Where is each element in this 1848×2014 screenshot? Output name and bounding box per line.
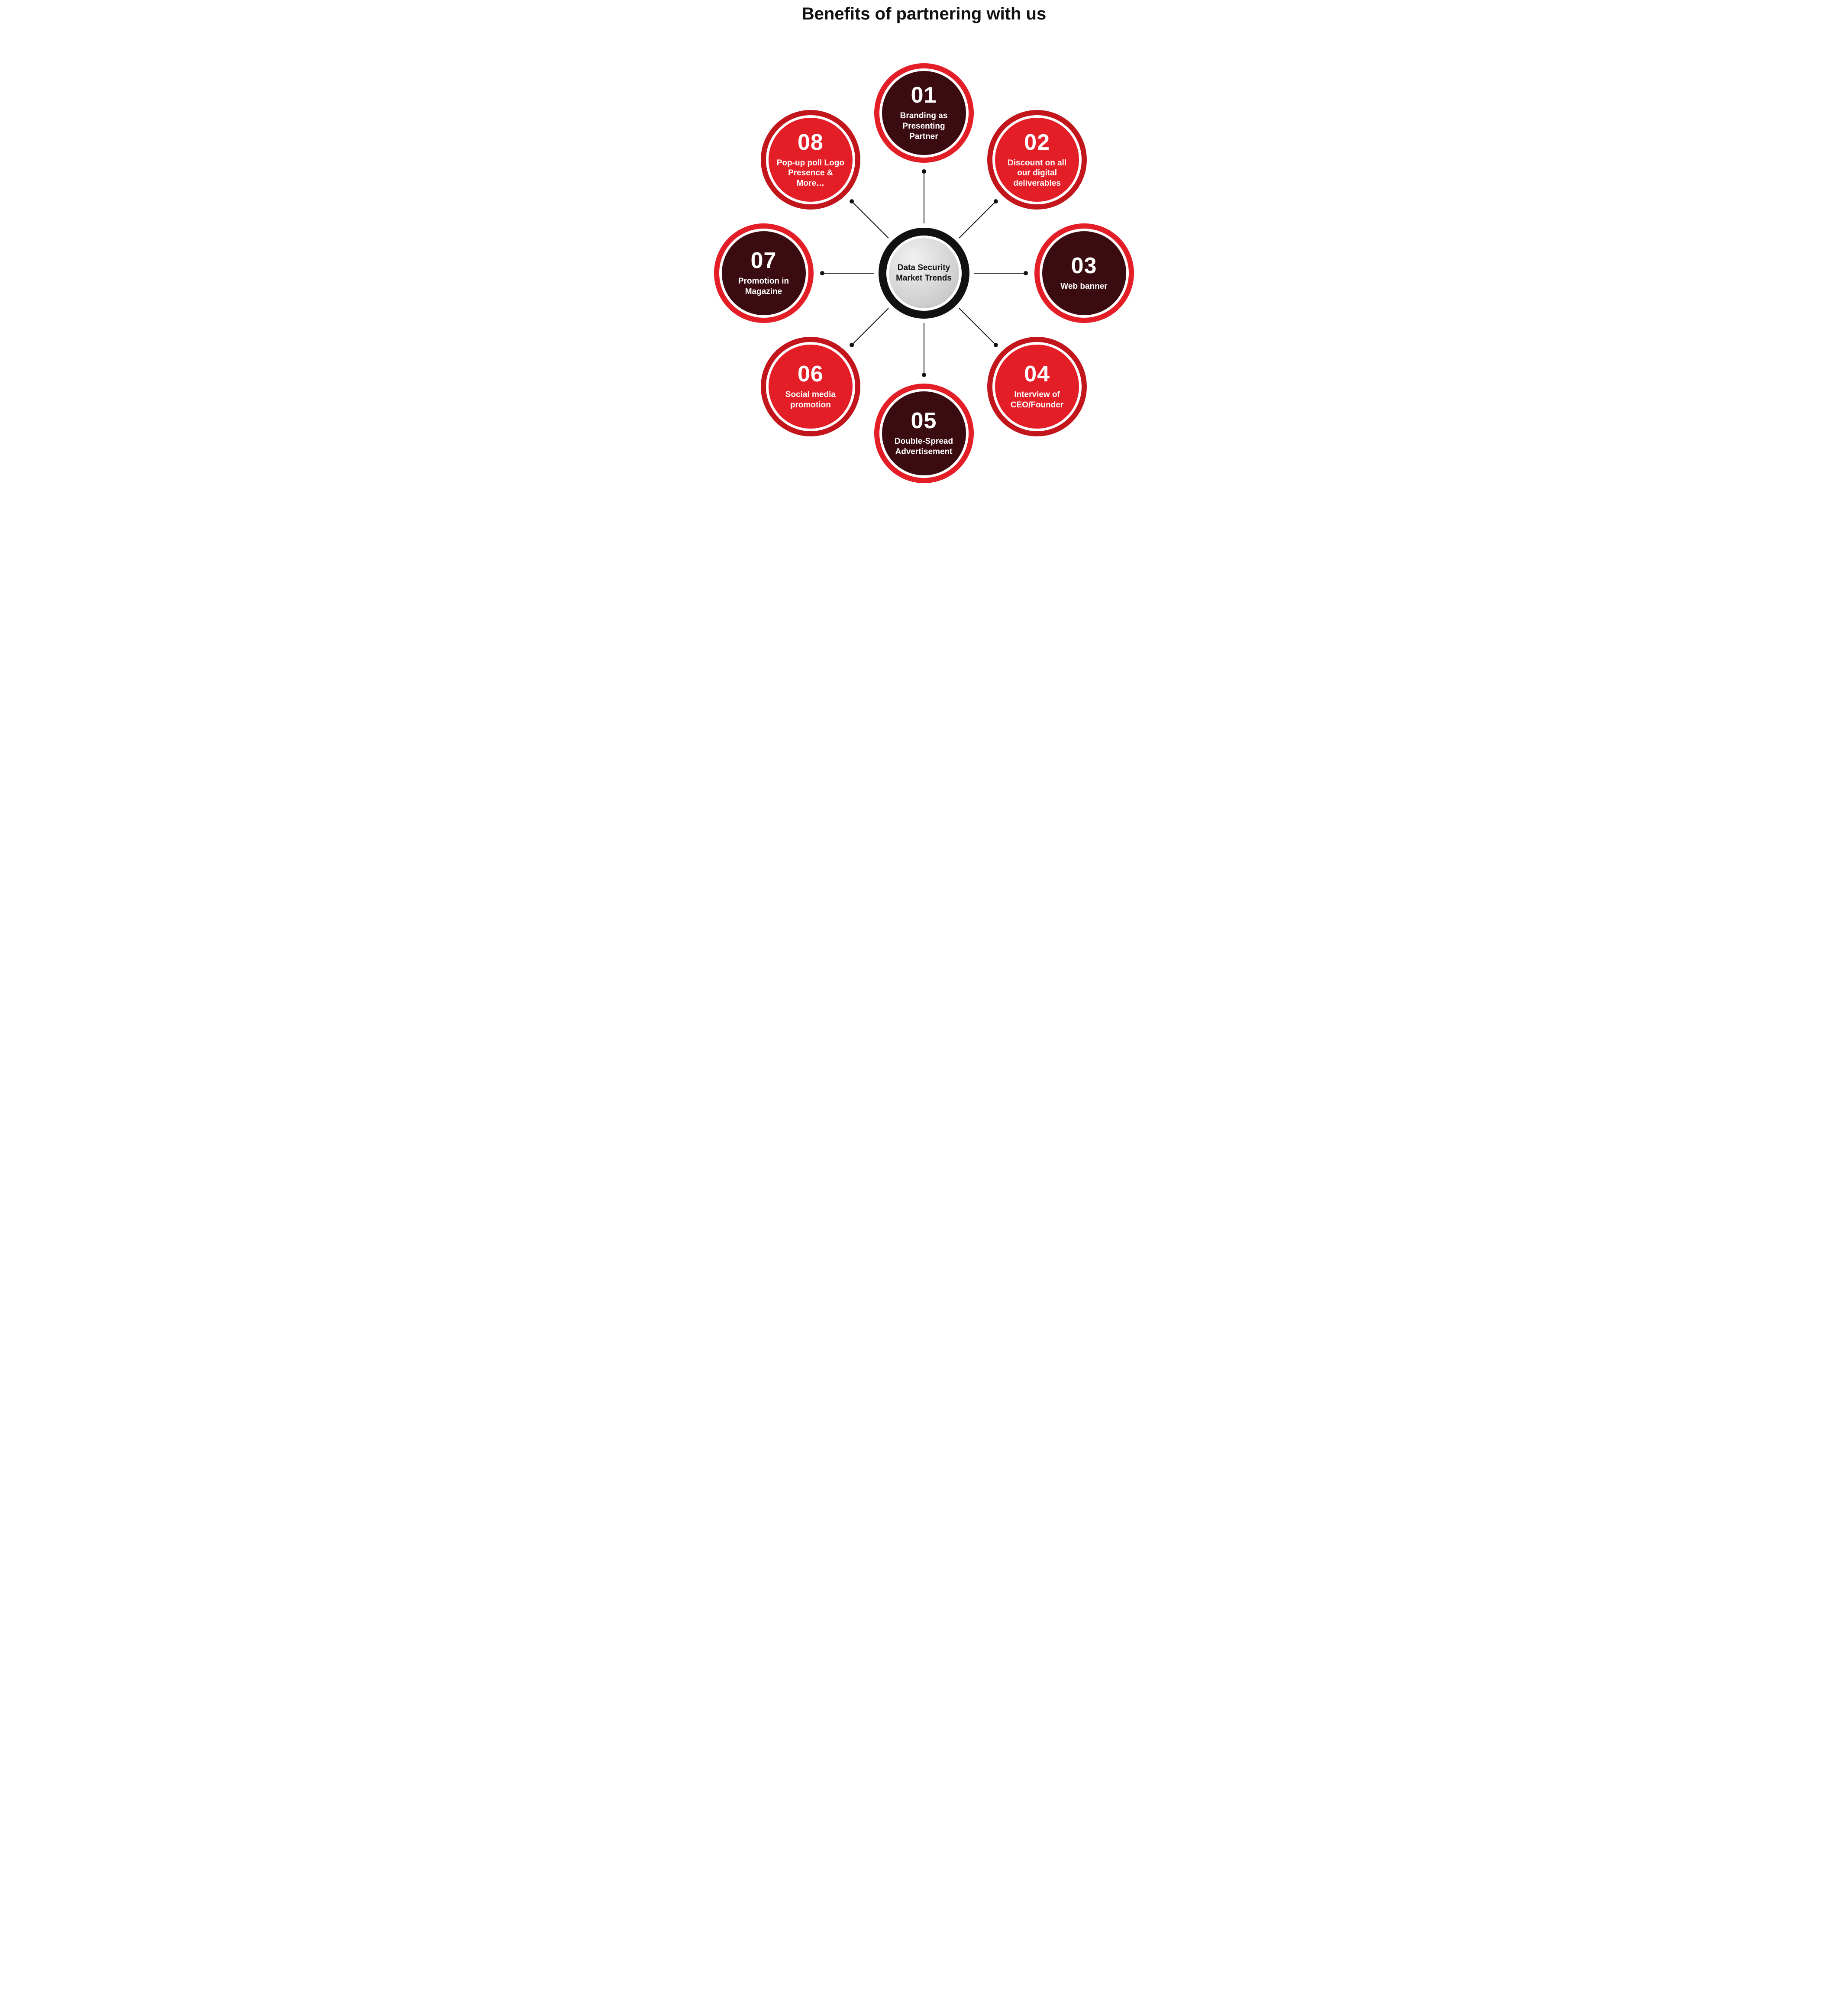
benefit-node-06: 06 Social media promotion <box>761 337 860 436</box>
benefit-node-label: Discount on all our digital deliverables <box>1001 158 1073 189</box>
benefit-node-05: 05 Double-Spread Advertisement <box>874 384 974 483</box>
benefit-node-label: Pop-up poll Logo Presence & More… <box>775 158 846 189</box>
spoke-dot <box>922 169 926 174</box>
benefit-node-01: 01 Branding as Presenting Partner <box>874 63 974 163</box>
benefit-node-label: Social media promotion <box>775 390 846 410</box>
benefit-node-number: 05 <box>911 410 937 432</box>
benefit-node-inner: 01 Branding as Presenting Partner <box>879 68 969 158</box>
benefit-node-inner: 02 Discount on all our digital deliverabl… <box>992 115 1082 204</box>
benefit-node-07: 07 Promotion in Magazine <box>714 223 814 323</box>
spoke-line <box>852 308 889 345</box>
benefit-node-number: 02 <box>1024 131 1050 154</box>
infographic-page: Benefits of partnering with us Data Secu… <box>693 0 1155 504</box>
spoke-dot <box>1024 271 1028 275</box>
benefit-node-03: 03 Web banner <box>1034 223 1134 323</box>
benefit-node-inner: 05 Double-Spread Advertisement <box>879 389 969 478</box>
benefit-node-label: Interview of CEO/Founder <box>1001 390 1073 410</box>
page-title: Benefits of partnering with us <box>693 4 1155 24</box>
benefit-node-04: 04 Interview of CEO/Founder <box>987 337 1087 436</box>
center-hub-label: Data Security Market Trends <box>889 238 959 308</box>
spoke-dot <box>820 271 824 275</box>
benefit-node-inner: 03 Web banner <box>1040 229 1129 318</box>
spoke-line <box>852 201 889 238</box>
benefit-node-inner: 08 Pop-up poll Logo Presence & More… <box>766 115 855 204</box>
benefit-node-number: 08 <box>798 131 824 154</box>
benefit-node-label: Web banner <box>1060 281 1107 292</box>
benefit-node-number: 04 <box>1024 363 1050 385</box>
spoke-line <box>959 201 996 238</box>
benefit-node-08: 08 Pop-up poll Logo Presence & More… <box>761 110 860 210</box>
radial-stage: Data Security Market Trends 01 Branding a… <box>693 43 1155 504</box>
spoke-line <box>959 308 996 345</box>
spoke-line <box>822 273 874 274</box>
benefit-node-label: Double-Spread Advertisement <box>888 436 960 457</box>
benefit-node-number: 06 <box>798 363 824 385</box>
benefit-node-inner: 06 Social media promotion <box>766 342 855 431</box>
benefit-node-label: Branding as Presenting Partner <box>888 111 960 142</box>
center-hub-ring: Data Security Market Trends <box>879 228 969 319</box>
center-hub: Data Security Market Trends <box>879 228 969 319</box>
benefit-node-number: 07 <box>751 249 777 272</box>
spoke-dot <box>922 373 926 377</box>
benefit-node-label: Promotion in Magazine <box>728 276 800 297</box>
benefit-node-number: 01 <box>911 84 937 107</box>
benefit-node-number: 03 <box>1071 255 1097 277</box>
benefit-node-inner: 07 Promotion in Magazine <box>719 229 808 318</box>
benefit-node-inner: 04 Interview of CEO/Founder <box>992 342 1082 431</box>
spoke-line <box>974 273 1026 274</box>
benefit-node-02: 02 Discount on all our digital deliverabl… <box>987 110 1087 210</box>
